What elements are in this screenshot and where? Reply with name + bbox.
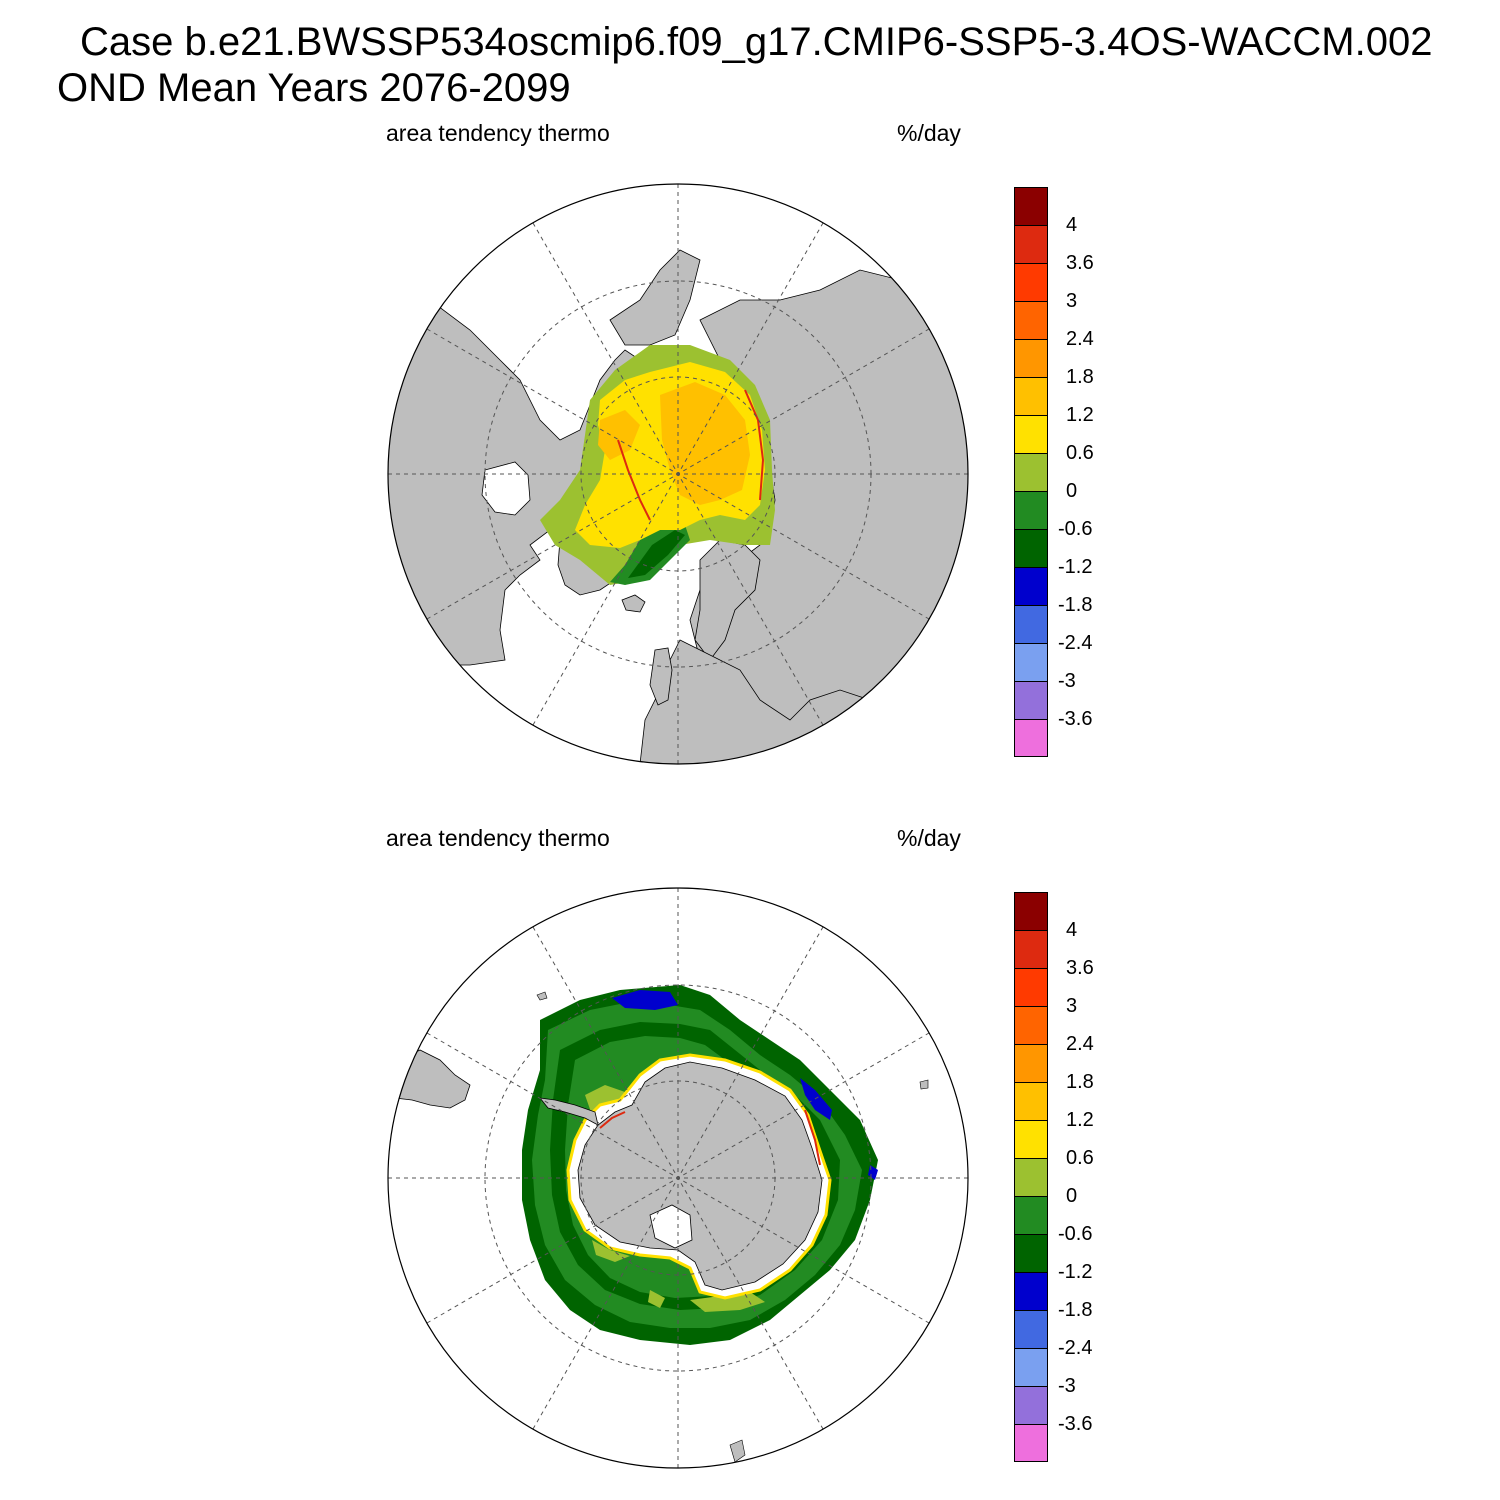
arctic-graticule: [388, 184, 968, 764]
bottom-colorbar-swatch: [1014, 1310, 1048, 1348]
top-colorbar-swatch: [1014, 681, 1048, 719]
bottom-colorbar-tick-label: 3.6: [1066, 957, 1094, 979]
hudson-bay: [481, 461, 531, 516]
top-colorbar-swatch: [1014, 719, 1048, 757]
top-colorbar-tick-label: 3: [1066, 290, 1078, 312]
figure-title-line2: OND Mean Years 2076-2099: [57, 66, 571, 110]
antarctic-red-edge: [804, 1109, 821, 1166]
bottom-colorbar-tick-label: 2.4: [1066, 1033, 1094, 1055]
bottom-colorbar-tick-label: -0.6: [1058, 1223, 1093, 1245]
bottom-colorbar-tick-label: -3.6: [1058, 1413, 1093, 1435]
bottom-panel-units-label: %/day: [897, 825, 961, 851]
top-colorbar-swatch: [1014, 605, 1048, 643]
south-georgia-island: [536, 991, 548, 1001]
top-panel-variable-label: area tendency thermo: [386, 120, 610, 146]
bottom-colorbar-swatch: [1014, 1386, 1048, 1424]
top-colorbar-swatch: [1014, 567, 1048, 605]
top-colorbar-swatch: [1014, 339, 1048, 377]
bottom-colorbar-tick-label: -3: [1058, 1375, 1076, 1397]
bottom-colorbar-swatch: [1014, 892, 1048, 930]
ross-ice-shelf: [649, 1204, 693, 1249]
top-colorbar-tick-label: 1.2: [1066, 404, 1094, 426]
bottom-colorbar-swatch: [1014, 1348, 1048, 1386]
top-colorbar-tick-label: 2.4: [1066, 328, 1094, 350]
arctic-ice-gold-2: [598, 410, 640, 460]
bottom-colorbar-tick-label: 1.2: [1066, 1109, 1094, 1131]
arctic-ice-red-edge-2: [617, 439, 651, 521]
bottom-colorbar-swatch: [1014, 1424, 1048, 1462]
bottom-colorbar-swatch: [1014, 1120, 1048, 1158]
uk-landmass: [649, 647, 673, 706]
bottom-colorbar-swatch: [1014, 1272, 1048, 1310]
top-panel-units-label: %/day: [897, 120, 961, 146]
top-colorbar-tick-label: 1.8: [1066, 366, 1094, 388]
arctic-ice-margin-darkgreen: [628, 530, 685, 578]
top-colorbar-swatch: [1014, 453, 1048, 491]
kerguelen-island: [919, 1079, 929, 1090]
antarctic-red-edge-2: [599, 1111, 626, 1129]
top-colorbar-tick-label: 0: [1066, 480, 1078, 502]
top-colorbar-tick-label: -3.6: [1058, 708, 1093, 730]
bottom-colorbar-swatch: [1014, 930, 1048, 968]
bottom-colorbar-tick-label: 0: [1066, 1185, 1078, 1207]
top-colorbar-tick-label: -3: [1058, 670, 1076, 692]
top-colorbar-swatch: [1014, 491, 1048, 529]
top-colorbar-tick-label: 3.6: [1066, 252, 1094, 274]
top-colorbar-tick-label: -2.4: [1058, 632, 1093, 654]
bottom-colorbar-swatch: [1014, 1158, 1048, 1196]
top-colorbar-tick-label: -1.8: [1058, 594, 1093, 616]
top-colorbar-swatch: [1014, 529, 1048, 567]
bottom-colorbar-tick-label: 4: [1066, 919, 1078, 941]
bottom-colorbar-swatch: [1014, 1044, 1048, 1082]
arctic-map-border: [387, 183, 969, 765]
bottom-colorbar-tick-label: -2.4: [1058, 1337, 1093, 1359]
top-colorbar-swatch: [1014, 225, 1048, 263]
antarctic-map-border: [387, 887, 969, 1469]
bottom-colorbar-tick-label: 1.8: [1066, 1071, 1094, 1093]
top-colorbar-swatch: [1014, 377, 1048, 415]
east-blue-patch: [800, 1078, 832, 1120]
top-colorbar-swatch: [1014, 643, 1048, 681]
top-colorbar-swatch: [1014, 301, 1048, 339]
bottom-panel-variable-label: area tendency thermo: [386, 825, 610, 851]
bottom-colorbar-swatch: [1014, 1234, 1048, 1272]
top-colorbar-swatch: [1014, 415, 1048, 453]
iceland-landmass: [621, 594, 646, 613]
top-colorbar-tick-label: 0.6: [1066, 442, 1094, 464]
top-colorbar-swatch: [1014, 263, 1048, 301]
top-colorbar-tick-label: -0.6: [1058, 518, 1093, 540]
weddell-blue-patch: [612, 990, 678, 1010]
bottom-colorbar-swatch: [1014, 968, 1048, 1006]
antarctica-landmass: [577, 1061, 823, 1291]
antarctic-graticule: [388, 888, 968, 1468]
antarctic-ice-lightgreen-4: [648, 1290, 665, 1308]
nz-island: [729, 1439, 746, 1463]
bottom-colorbar-tick-label: -1.8: [1058, 1299, 1093, 1321]
bottom-colorbar-tick-label: -1.2: [1058, 1261, 1093, 1283]
bottom-colorbar-swatch: [1014, 1082, 1048, 1120]
top-colorbar-tick-label: -1.2: [1058, 556, 1093, 578]
top-colorbar-swatch: [1014, 187, 1048, 225]
bottom-colorbar-tick-label: 0.6: [1066, 1147, 1094, 1169]
figure-title-line1: Case b.e21.BWSSP534oscmip6.f09_g17.CMIP6…: [80, 20, 1433, 64]
bottom-colorbar-swatch: [1014, 1006, 1048, 1044]
arctic-map: [387, 183, 969, 765]
antarctic-ice-lightgreen-3: [592, 1240, 630, 1262]
bottom-colorbar-tick-label: 3: [1066, 995, 1078, 1017]
top-colorbar-tick-label: 4: [1066, 214, 1078, 236]
arctic-ice-red-edge: [744, 389, 765, 501]
antarctic-map: [387, 887, 969, 1469]
bottom-colorbar-swatch: [1014, 1196, 1048, 1234]
